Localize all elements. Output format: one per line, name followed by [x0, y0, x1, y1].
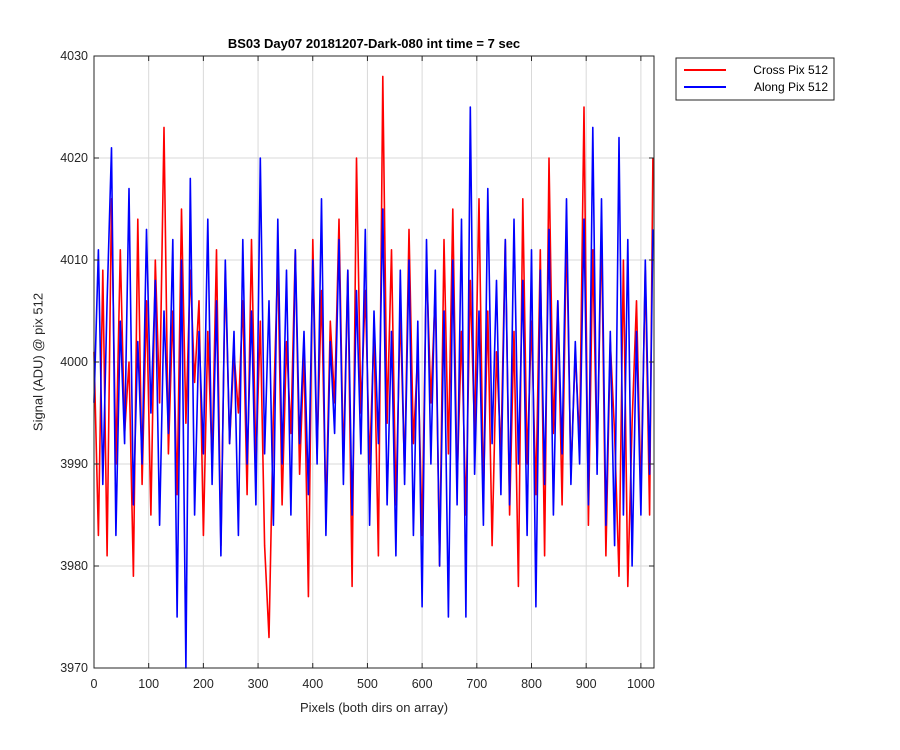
y-tick-label: 4000: [60, 355, 88, 369]
x-tick-label: 100: [138, 677, 159, 691]
y-tick-label: 4020: [60, 151, 88, 165]
y-tick-label: 4010: [60, 253, 88, 267]
x-tick-label: 0: [91, 677, 98, 691]
x-tick-label: 600: [412, 677, 433, 691]
x-tick-label: 1000: [627, 677, 655, 691]
x-tick-label: 200: [193, 677, 214, 691]
x-tick-label: 500: [357, 677, 378, 691]
legend-label: Along Pix 512: [754, 80, 828, 94]
y-tick-label: 3970: [60, 661, 88, 675]
x-tick-label: 400: [302, 677, 323, 691]
x-axis-label: Pixels (both dirs on array): [299, 700, 449, 715]
y-tick-label: 3990: [60, 457, 88, 471]
x-tick-label: 900: [576, 677, 597, 691]
chart-title: BS03 Day07 20181207-Dark-080 int time = …: [227, 36, 521, 51]
legend-label: Cross Pix 512: [753, 63, 828, 77]
y-tick-label: 4030: [60, 49, 88, 63]
series-line-along: [93, 106, 654, 669]
x-tick-label: 700: [466, 677, 487, 691]
y-tick-label: 3980: [60, 559, 88, 573]
x-tick-label: 800: [521, 677, 542, 691]
legend-box: [675, 57, 835, 101]
x-tick-label: 300: [248, 677, 269, 691]
